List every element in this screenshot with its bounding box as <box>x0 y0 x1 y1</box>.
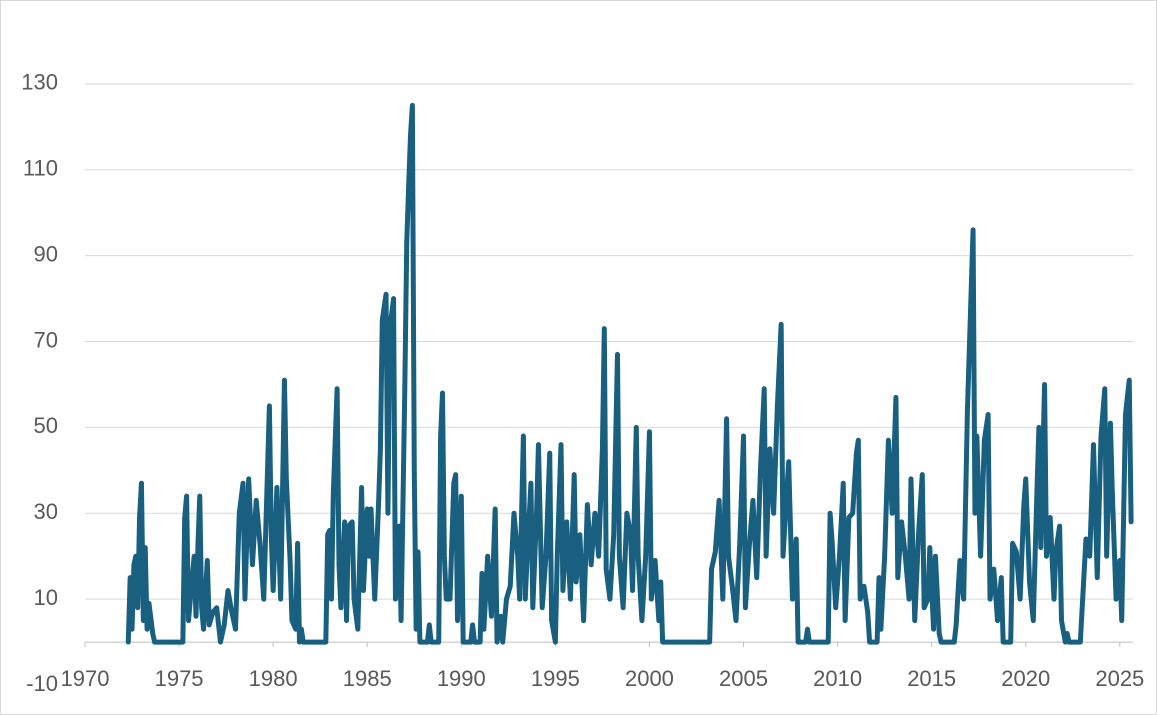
data-line <box>125 102 1134 645</box>
x-tick-label: 2005 <box>719 666 768 691</box>
y-tick-label: 90 <box>34 241 58 266</box>
y-tick-label: 130 <box>21 70 58 95</box>
y-tick-label: 70 <box>34 327 58 352</box>
x-tick-label: 1980 <box>249 666 298 691</box>
x-tick-label: 1970 <box>61 666 110 691</box>
y-tick-label: -10 <box>26 671 58 696</box>
y-tick-label: 50 <box>34 413 58 438</box>
x-tick-label: 1995 <box>531 666 580 691</box>
x-tick-label: 2020 <box>1001 666 1050 691</box>
x-tick-label: 2015 <box>907 666 956 691</box>
x-tick-label: 2010 <box>813 666 862 691</box>
x-tick-label: 1985 <box>343 666 392 691</box>
y-tick-label: 10 <box>34 585 58 610</box>
x-tick-label: 2025 <box>1095 666 1144 691</box>
x-tick-label: 1990 <box>437 666 486 691</box>
x-tick-label: 2000 <box>625 666 674 691</box>
y-tick-label: 110 <box>23 156 58 181</box>
x-tick-label: 1975 <box>155 666 204 691</box>
y-tick-label: 30 <box>34 499 58 524</box>
